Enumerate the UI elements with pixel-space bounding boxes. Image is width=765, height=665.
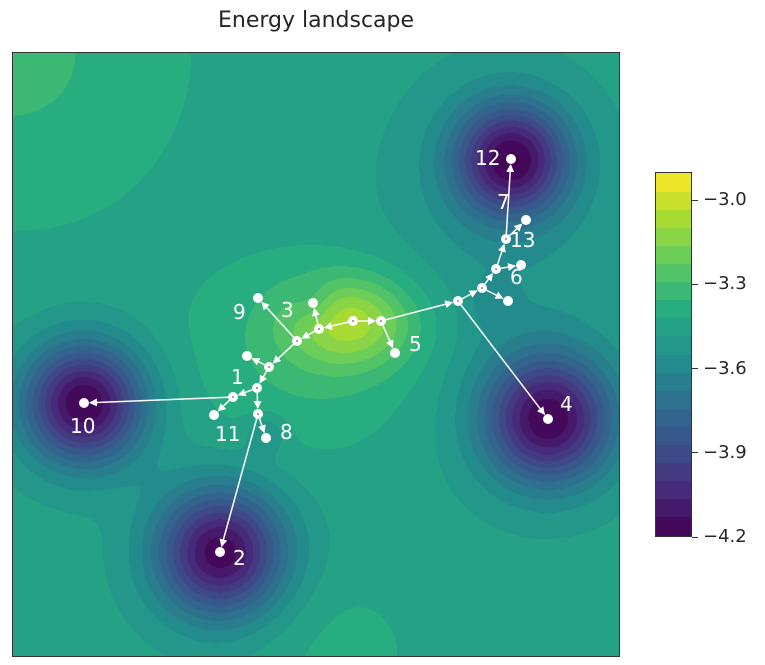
minimum-label-5: 5 — [409, 332, 422, 356]
node-center-dot — [257, 413, 259, 415]
tree-edge — [259, 370, 268, 384]
tree-edge — [509, 223, 523, 237]
minimum-node — [390, 348, 400, 358]
tree-edge — [258, 418, 266, 434]
node-center-dot — [296, 340, 298, 342]
tree-edge — [219, 418, 258, 548]
node-center-dot — [256, 387, 258, 389]
minimum-node — [209, 410, 219, 420]
minimum-node — [215, 547, 225, 557]
colorbar-tick: −3.9 — [692, 442, 747, 463]
minimum-node — [503, 296, 513, 306]
node-center-dot — [481, 287, 483, 289]
colorbar-tick: −3.3 — [692, 273, 747, 294]
node-center-dot — [457, 300, 459, 302]
tree-edge — [251, 358, 265, 366]
colorbar — [655, 172, 692, 537]
tree-edge — [301, 330, 315, 339]
tree-edge — [323, 321, 349, 330]
minimum-label-12: 12 — [475, 146, 500, 170]
minimum-node — [261, 433, 271, 443]
colorbar-tick: −4.2 — [692, 526, 747, 547]
minimum-node — [308, 298, 318, 308]
minimum-node — [79, 398, 89, 408]
energy-contour — [13, 53, 619, 656]
node-center-dot — [232, 396, 234, 398]
tree-edge — [462, 290, 478, 300]
tree-edge — [261, 301, 295, 338]
minimum-label-8: 8 — [280, 420, 293, 444]
minimum-node — [516, 260, 526, 270]
minimum-label-9: 9 — [233, 300, 246, 324]
minimum-label-6: 6 — [510, 265, 523, 289]
node-center-dot — [352, 320, 354, 322]
minimum-node — [543, 414, 553, 424]
tree-edge — [500, 263, 517, 272]
tree-edge — [486, 289, 504, 299]
minimum-node — [253, 293, 263, 303]
minimum-label-10: 10 — [70, 414, 95, 438]
tree-edge — [217, 399, 230, 412]
node-center-dot — [505, 238, 507, 240]
tree-edge — [484, 273, 494, 285]
minimum-node — [506, 154, 516, 164]
tree-edge — [88, 396, 229, 407]
plot-area: 1 2 3 4 5 6 7 8 9 10 11 12 13 — [12, 52, 620, 657]
colorbar-tick-label: −3.9 — [703, 441, 747, 463]
colorbar-tick-label: −3.0 — [703, 189, 747, 211]
node-center-dot — [268, 366, 270, 368]
colorbar-tick-label: −3.3 — [703, 273, 747, 295]
tree-edge — [253, 392, 262, 410]
tree-edge — [505, 163, 515, 235]
tree-edge — [460, 304, 545, 416]
minimum-label-13: 13 — [510, 228, 535, 252]
minimum-label-3: 3 — [281, 298, 294, 322]
minimum-label-1: 1 — [231, 365, 244, 389]
colorbar-tick-label: −3.6 — [703, 357, 747, 379]
minimum-label-4: 4 — [560, 392, 573, 416]
tree-edge — [312, 307, 320, 325]
tree-edge — [272, 343, 294, 364]
colorbar-tick: −3.6 — [692, 358, 747, 379]
colorbar-tick: −3.0 — [692, 189, 747, 210]
tree-edge — [385, 300, 454, 321]
node-center-dot — [318, 328, 320, 330]
node-center-dot — [380, 320, 382, 322]
minimum-label-7: 7 — [497, 190, 510, 214]
colorbar-tick-label: −4.2 — [703, 526, 747, 547]
minimum-node — [521, 215, 531, 225]
minimum-label-2: 2 — [233, 546, 246, 570]
tree-edge — [237, 388, 253, 397]
minimum-node — [242, 351, 252, 361]
tree-edge — [496, 243, 506, 265]
chart-title: Energy landscape — [217, 8, 415, 33]
node-center-dot — [495, 268, 497, 270]
tree-edge — [382, 325, 394, 349]
minimum-label-11: 11 — [215, 422, 240, 446]
